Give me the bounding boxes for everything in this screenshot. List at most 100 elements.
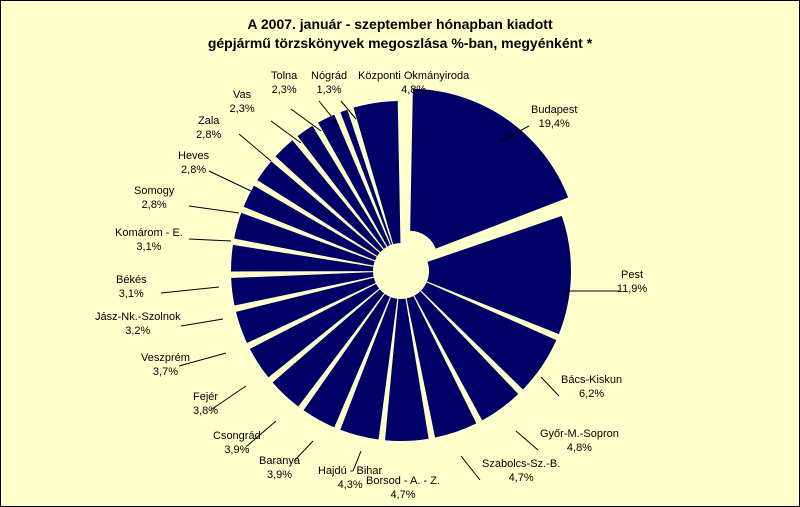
chart-title: A 2007. január - szeptember hónapban kia… [1, 15, 799, 53]
leader-line-9 [246, 420, 277, 447]
leader-line-18 [270, 120, 302, 144]
slice-name-label: Veszprém [141, 352, 190, 364]
slice-label-4: Győr-M.-Sopron 4,8% [540, 428, 619, 454]
pie-slice-19 [318, 114, 391, 247]
leader-line-8 [293, 440, 314, 462]
pie-slice-6 [385, 298, 429, 441]
pie-slice-13 [231, 244, 374, 272]
slice-name-label: Fejér [193, 391, 218, 403]
slice-name-label: Győr-M.-Sopron [540, 428, 619, 440]
slice-label-7: Hajdú - Bihar 4,3% [318, 465, 383, 491]
leader-line-12 [180, 318, 224, 327]
pie-slice-4 [414, 291, 519, 421]
leader-line-15 [188, 205, 240, 214]
pie-slice-18 [297, 125, 387, 249]
slice-name-label: Zala [198, 115, 220, 127]
slice-label-3: Bács-Kiskun 6,2% [561, 374, 622, 400]
leader-line-5 [460, 455, 481, 481]
pie-slice-15 [243, 185, 377, 261]
leader-line-20 [318, 100, 340, 127]
leader-line-11 [178, 352, 227, 367]
pie-slice-2 [426, 215, 571, 335]
slice-value-label: 11,9% [617, 283, 648, 295]
leader-line-3 [540, 376, 560, 397]
pie-slice-1 [410, 88, 569, 249]
slice-value-label: 4,7% [390, 489, 415, 501]
slice-label-20: Nógrád 1,3% [311, 70, 347, 96]
pie-slice-20 [340, 109, 393, 245]
leader-line-14 [188, 238, 232, 242]
slice-name-label: Jász-Nk.-Szolnok [95, 311, 181, 323]
slice-name-label: Pest [621, 269, 643, 281]
leader-line-1 [500, 125, 530, 142]
slice-name-label: Központi Okmányiroda [358, 70, 470, 82]
leader-line-21 [340, 100, 357, 120]
slice-label-8: Baranya 3,9% [259, 455, 301, 481]
slice-value-label: 3,8% [193, 405, 218, 417]
leader-line-17 [238, 133, 272, 162]
slice-name-label: Nógrád [311, 70, 347, 82]
pie-slice-16 [257, 161, 380, 257]
pie-slice-10 [249, 283, 380, 378]
slice-value-label: 3,2% [125, 325, 150, 337]
slice-value-label: 4,8% [401, 84, 426, 96]
slice-name-label: Heves [178, 150, 210, 162]
pie-slice-17 [275, 140, 384, 253]
slice-value-label: 6,2% [579, 388, 604, 400]
pie-slice-7 [340, 297, 398, 440]
slice-name-label: Hajdú - Bihar [318, 465, 383, 477]
slice-value-label: 3,9% [224, 444, 249, 456]
slice-value-label: 4,8% [567, 442, 592, 454]
slice-value-label: 2,8% [181, 164, 206, 176]
slice-name-label: Budapest [531, 104, 577, 116]
slice-name-label: Somogy [134, 185, 175, 197]
slice-label-10: Fejér 3,8% [193, 391, 218, 417]
slice-value-label: 1,3% [317, 84, 342, 96]
slice-value-label: 3,1% [136, 241, 161, 253]
slice-value-label: 3,1% [119, 288, 144, 300]
slice-label-18: Vas 2,3% [230, 89, 255, 115]
slice-label-9: Csongrád 3,9% [213, 430, 261, 456]
slice-name-label: Tolna [271, 70, 298, 82]
slice-name-label: Csongrád [213, 430, 261, 442]
slice-label-12: Jász-Nk.-Szolnok 3,2% [95, 311, 181, 337]
slice-label-13: Békés 3,1% [116, 274, 147, 300]
slice-label-15: Somogy 2,8% [134, 185, 175, 211]
slice-label-6: Borsod - A. - Z. 4,7% [366, 475, 440, 501]
slice-label-17: Zala 2,8% [196, 115, 221, 141]
slice-value-label: 3,9% [267, 469, 292, 481]
slice-name-label: Vas [233, 89, 252, 101]
slice-label-5: Szabolcs-Sz.-B. 4,7% [482, 458, 560, 484]
pie-slice-8 [303, 293, 391, 428]
pie-slice-9 [272, 289, 385, 407]
slice-label-14: Komárom - E. 3,1% [115, 227, 183, 253]
pie-slice-21 [353, 101, 401, 245]
leader-line-19 [290, 108, 322, 132]
slice-value-label: 2,8% [196, 129, 221, 141]
leader-line-4 [515, 430, 539, 451]
slice-label-19: Tolna 2,3% [271, 70, 298, 96]
slice-name-label: Baranya [259, 455, 301, 467]
slice-name-label: Bács-Kiskun [561, 374, 622, 386]
slice-name-label: Borsod - A. - Z. [366, 475, 440, 487]
slice-value-label: 4,3% [338, 479, 363, 491]
slice-value-label: 19,4% [539, 118, 570, 130]
slice-value-label: 3,7% [153, 366, 178, 378]
leader-line-16 [208, 170, 252, 192]
slice-value-label: 4,7% [509, 472, 534, 484]
slice-label-16: Heves 2,8% [178, 150, 210, 176]
chart-title-line-1: A 2007. január - szeptember hónapban kia… [247, 16, 553, 32]
slice-label-1: Budapest 19,4% [531, 104, 577, 130]
slice-label-2: Pest 11,9% [617, 269, 648, 295]
pie-slice-14 [234, 212, 375, 266]
slice-label-21: Központi Okmányiroda 4,8% [358, 70, 470, 96]
slice-value-label: 2,8% [142, 199, 167, 211]
slice-name-label: Komárom - E. [115, 227, 183, 239]
slice-value-label: 2,3% [230, 103, 255, 115]
pie-slice-3 [421, 282, 557, 390]
chart-title-line-2: gépjármű törzskönyvek megoszlása %-ban, … [207, 35, 593, 51]
leader-line-10 [211, 385, 247, 410]
leader-line-7 [352, 450, 362, 472]
